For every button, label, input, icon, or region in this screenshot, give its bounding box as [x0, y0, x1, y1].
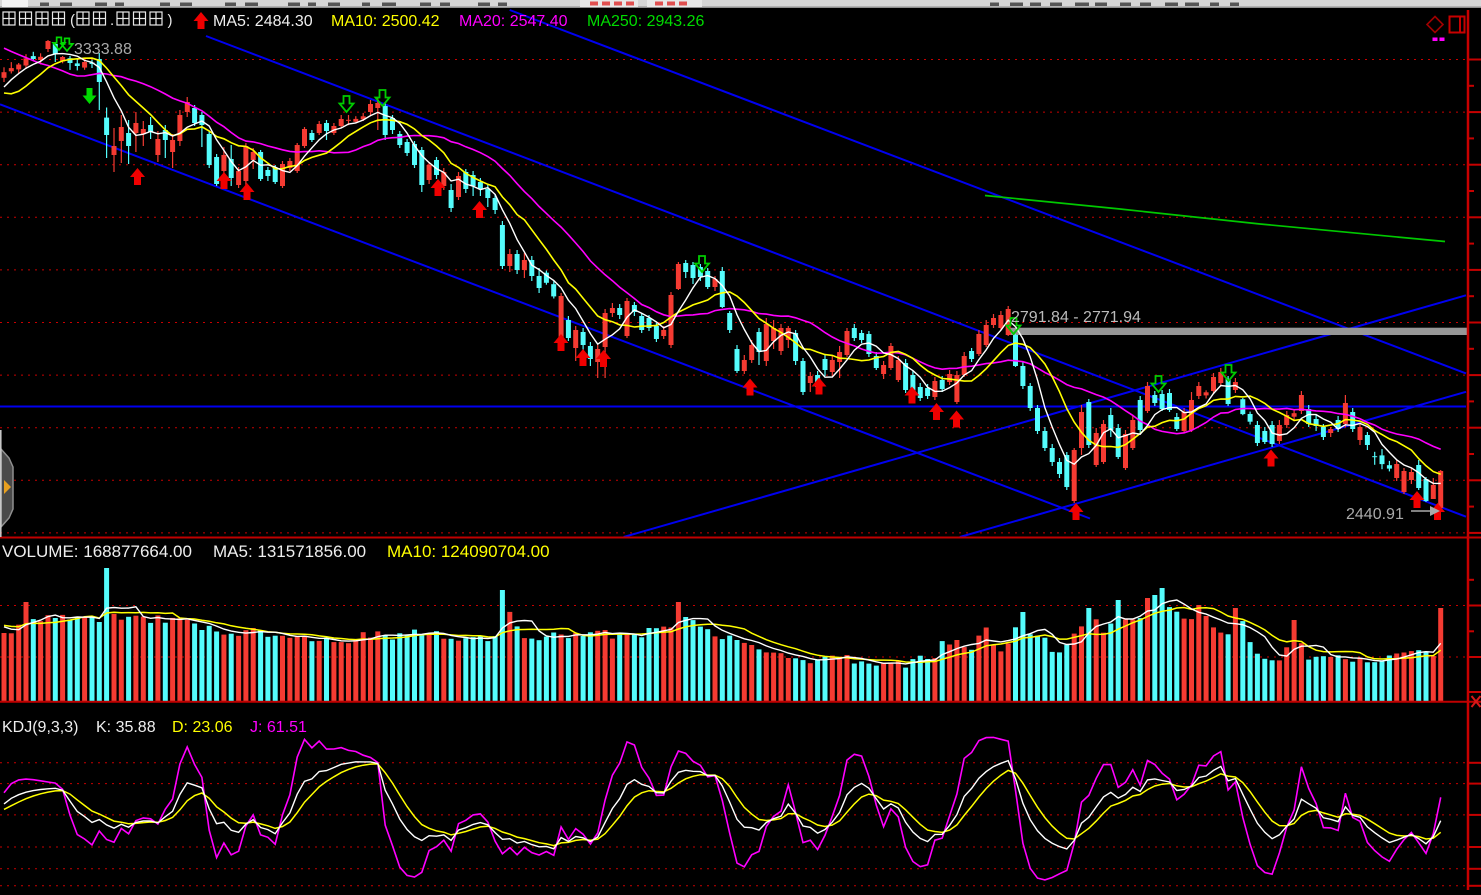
svg-text:KDJ(9,3,3): KDJ(9,3,3)	[2, 719, 78, 736]
svg-text:2791.84 - 2771.94: 2791.84 - 2771.94	[1011, 309, 1141, 326]
svg-text:(: (	[70, 12, 75, 29]
svg-text:J: 61.51: J: 61.51	[250, 719, 307, 736]
svg-text:MA10: 124090704.00: MA10: 124090704.00	[387, 542, 550, 561]
svg-text:MA5: 131571856.00: MA5: 131571856.00	[213, 542, 366, 561]
svg-text:MA20: 2547.40: MA20: 2547.40	[459, 13, 568, 30]
svg-text:K: 35.88: K: 35.88	[96, 719, 156, 736]
svg-text:): )	[168, 12, 173, 29]
svg-text:VOLUME: 168877664.00: VOLUME: 168877664.00	[2, 542, 192, 561]
svg-text:MA10: 2500.42: MA10: 2500.42	[331, 13, 440, 30]
svg-text:MA250: 2943.26: MA250: 2943.26	[587, 13, 705, 30]
svg-text:MA5: 2484.30: MA5: 2484.30	[213, 13, 313, 30]
svg-text:.: .	[110, 12, 114, 29]
svg-text:2440.91: 2440.91	[1346, 506, 1404, 523]
svg-text:3333.88: 3333.88	[74, 41, 132, 58]
svg-text:D: 23.06: D: 23.06	[172, 719, 233, 736]
